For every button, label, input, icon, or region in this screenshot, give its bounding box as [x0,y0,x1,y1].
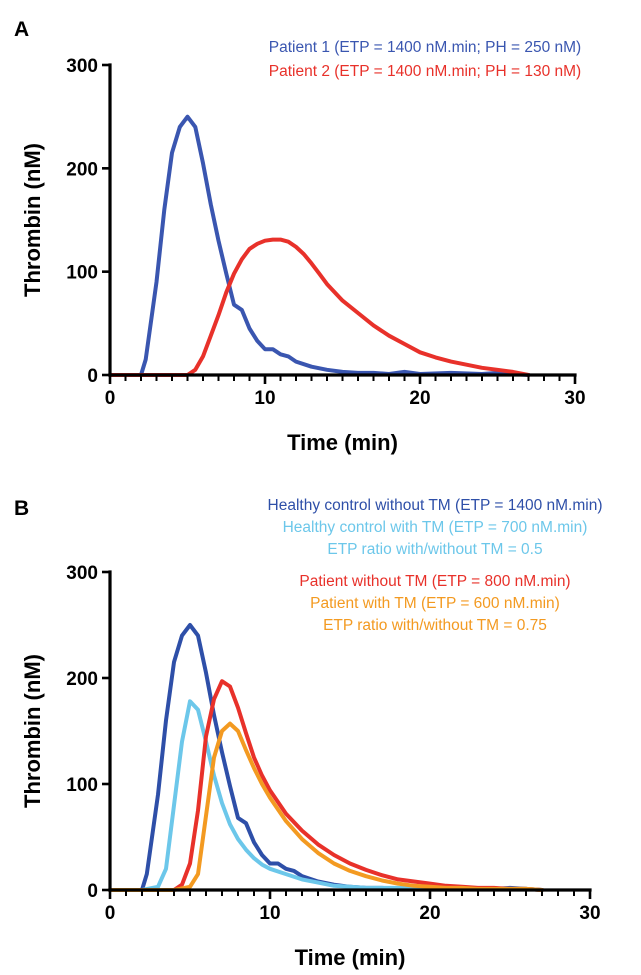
y-tick-label: 300 [66,56,98,77]
series-line-2 [108,699,544,892]
legend-entry: Patient 2 (ETP = 1400 nM.min; PH = 130 n… [269,63,581,80]
y-tick-label: 300 [66,563,98,584]
legend-entry: Patient without TM (ETP = 800 nM.min) [299,573,570,590]
y-axis-title: Thrombin (nM) [20,654,45,808]
y-tick-label: 200 [66,669,98,690]
x-tick-label: 0 [105,388,116,409]
panel-letter: B [14,497,29,520]
series-line-2 [108,237,531,377]
x-tick-label: 0 [105,903,116,924]
y-tick-label: 100 [66,775,98,796]
x-axis-title: Time (min) [287,430,398,455]
series-line-4 [108,721,544,892]
legend-entry: Patient 1 (ETP = 1400 nM.min; PH = 250 n… [269,39,581,56]
x-tick-label: 20 [409,388,430,409]
legend-entry: ETP ratio with/without TM = 0.5 [327,541,542,558]
x-axis-title: Time (min) [295,945,406,970]
x-tick-label: 10 [254,388,275,409]
y-axis-title: Thrombin (nM) [20,143,45,297]
y-tick-label: 0 [87,881,98,902]
y-tick-label: 200 [66,159,98,180]
x-tick-label: 20 [419,903,440,924]
y-tick-label: 0 [87,366,98,387]
x-tick-label: 10 [259,903,280,924]
x-tick-label: 30 [564,388,585,409]
panel-letter: A [14,18,29,41]
series-line-1 [108,114,531,377]
legend-entry: ETP ratio with/without TM = 0.75 [323,617,547,634]
legend-entry: Patient with TM (ETP = 600 nM.min) [310,595,560,612]
legend-entry: Healthy control with TM (ETP = 700 nM.mi… [283,519,588,536]
x-tick-label: 30 [579,903,600,924]
y-tick-label: 100 [66,263,98,284]
legend-entry: Healthy control without TM (ETP = 1400 n… [268,497,603,514]
